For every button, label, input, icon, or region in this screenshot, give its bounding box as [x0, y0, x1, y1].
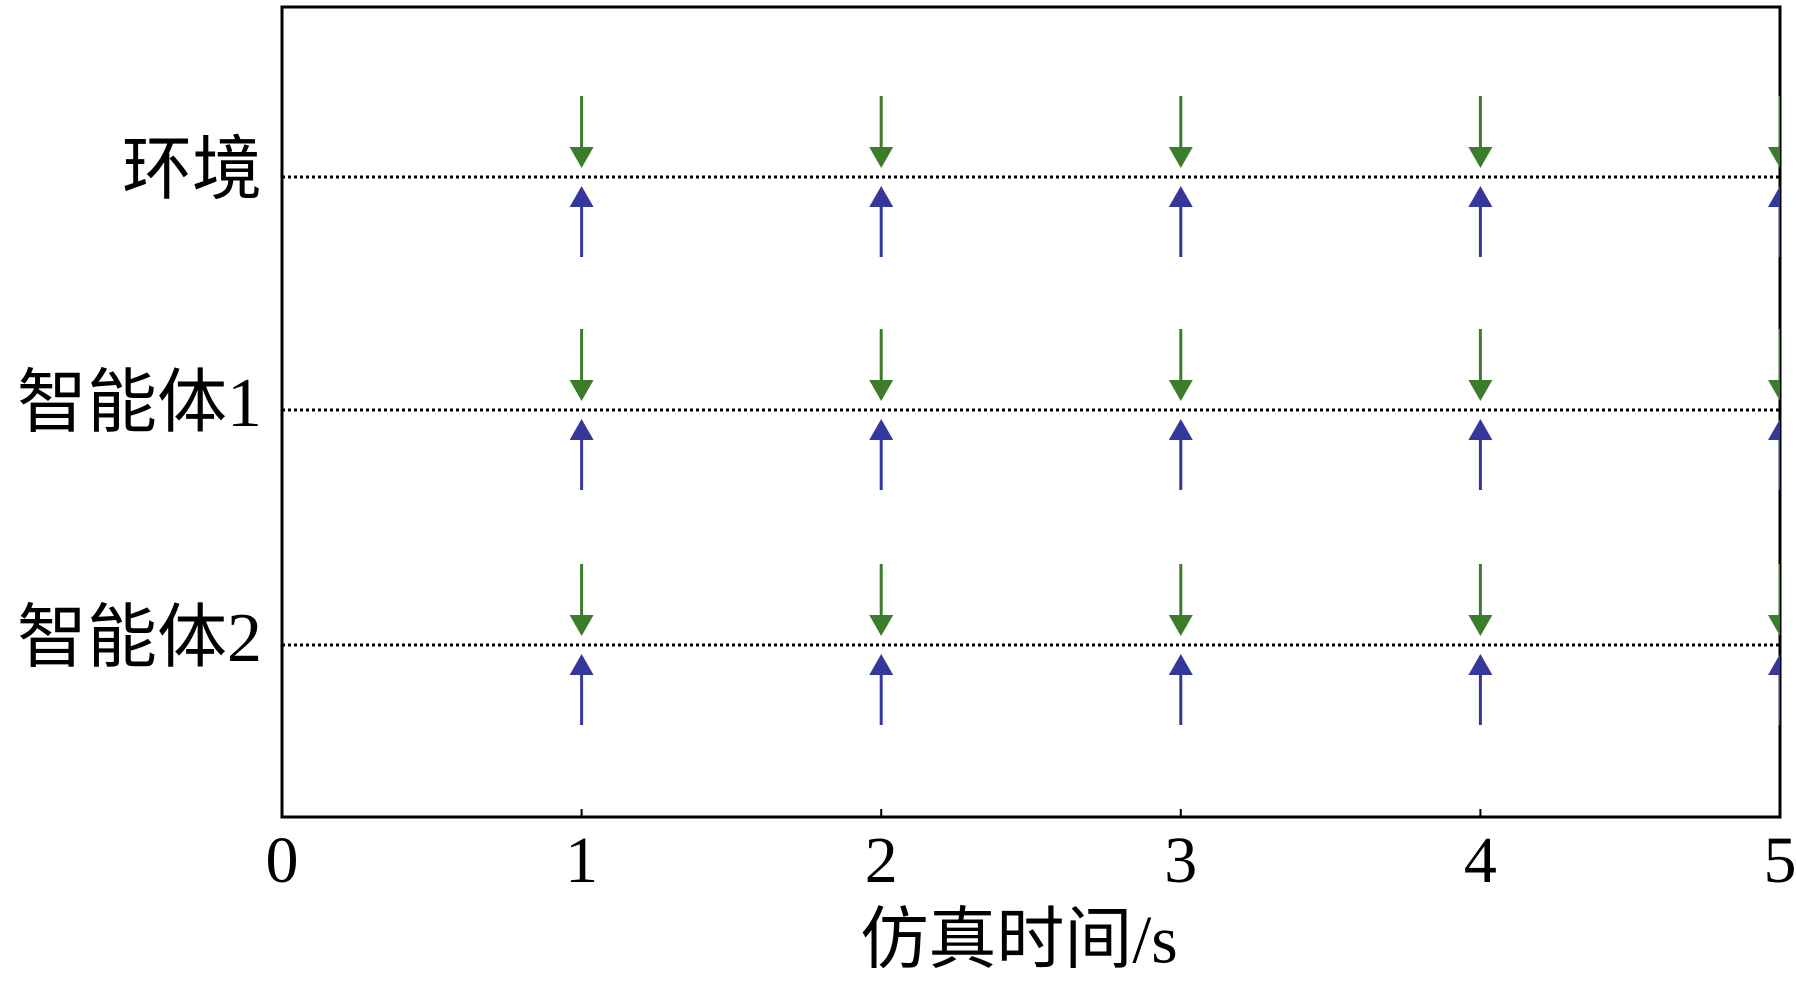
arrow-head: [1468, 615, 1493, 636]
arrow-head: [1468, 147, 1493, 168]
arrow-head: [1768, 419, 1780, 440]
arrow-head: [869, 147, 894, 168]
y-category-label: 环境: [122, 132, 262, 209]
x-tick-label: 0: [266, 824, 299, 897]
x-tick-label: 3: [1164, 824, 1197, 897]
arrow-head: [1768, 615, 1780, 636]
down-arrow: [569, 329, 594, 401]
x-tick-label: 4: [1464, 824, 1497, 897]
arrow-head: [569, 380, 594, 401]
down-arrow: [1768, 564, 1780, 636]
up-arrow: [569, 186, 594, 257]
down-arrow: [569, 564, 594, 636]
up-arrow: [1168, 419, 1193, 490]
arrow-head: [1168, 147, 1193, 168]
arrow-head: [869, 615, 894, 636]
down-arrow: [869, 96, 894, 168]
arrow-head: [869, 186, 894, 207]
up-arrow: [1468, 419, 1493, 490]
down-arrow: [869, 564, 894, 636]
arrow-head: [869, 380, 894, 401]
up-arrow: [1468, 654, 1493, 725]
down-arrow: [1468, 96, 1493, 168]
arrow-head: [1768, 380, 1780, 401]
arrow-head: [1768, 147, 1780, 168]
y-category-label: 智能体1: [17, 365, 262, 442]
arrow-head: [1168, 615, 1193, 636]
arrow-head: [569, 186, 594, 207]
x-tick-label: 2: [865, 824, 898, 897]
down-arrow: [1168, 329, 1193, 401]
down-arrow: [1168, 564, 1193, 636]
arrow-head: [1168, 419, 1193, 440]
up-arrow: [1768, 186, 1780, 257]
down-arrow: [1768, 329, 1780, 401]
up-arrow: [1168, 654, 1193, 725]
up-arrow: [569, 419, 594, 490]
arrow-head: [1168, 380, 1193, 401]
arrow-head: [1768, 654, 1780, 675]
arrow-head: [869, 654, 894, 675]
down-arrow: [1168, 96, 1193, 168]
arrow-head: [569, 147, 594, 168]
arrow-head: [1168, 654, 1193, 675]
arrow-head: [569, 615, 594, 636]
plot-frame: [280, 5, 1782, 819]
arrow-head: [1468, 380, 1493, 401]
x-axis-label: 仿真时间/s: [860, 902, 1177, 978]
up-arrow: [1768, 654, 1780, 725]
arrow-head: [569, 654, 594, 675]
up-arrow: [1768, 419, 1780, 490]
down-arrow: [869, 329, 894, 401]
down-arrow: [1468, 564, 1493, 636]
up-arrow: [869, 186, 894, 257]
down-arrow: [1468, 329, 1493, 401]
x-tick-label: 5: [1764, 824, 1796, 897]
plot-area: [569, 96, 1780, 725]
up-arrow: [869, 419, 894, 490]
down-arrow: [1768, 96, 1780, 168]
up-arrow: [1168, 186, 1193, 257]
arrow-head: [869, 419, 894, 440]
arrow-head: [1768, 186, 1780, 207]
up-arrow: [869, 654, 894, 725]
arrow-head: [1468, 654, 1493, 675]
arrow-head: [569, 419, 594, 440]
arrow-head: [1168, 186, 1193, 207]
arrow-head: [1468, 419, 1493, 440]
y-category-label: 智能体2: [17, 600, 262, 677]
up-arrow: [1468, 186, 1493, 257]
arrow-head: [1468, 186, 1493, 207]
down-arrow: [569, 96, 594, 168]
up-arrow: [569, 654, 594, 725]
x-tick-label: 1: [565, 824, 598, 897]
